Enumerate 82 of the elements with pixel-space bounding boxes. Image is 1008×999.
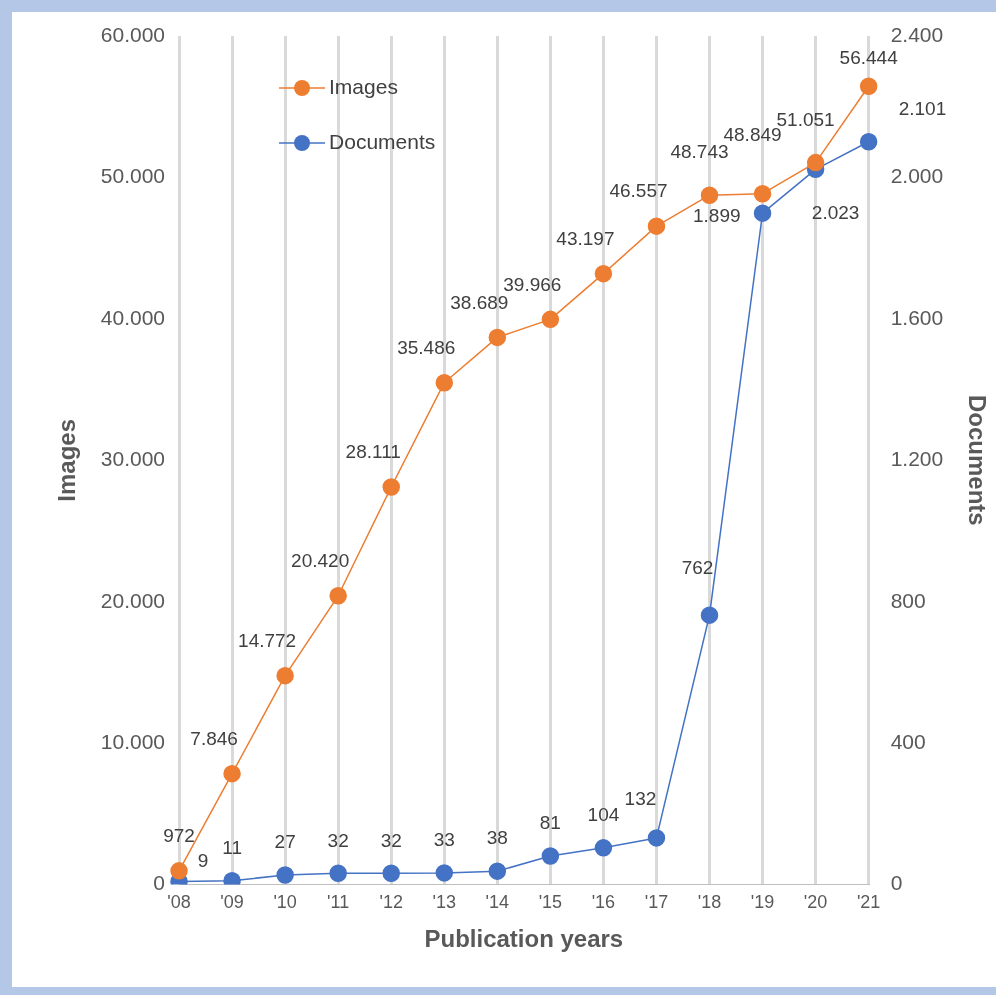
data-label: 2.023 xyxy=(811,201,860,223)
point xyxy=(276,866,294,884)
x-tick-label: '21 xyxy=(856,892,881,913)
point xyxy=(700,606,719,624)
point xyxy=(859,132,878,151)
y-tick-label: 60.000 xyxy=(100,22,166,46)
x-tick-label: '11 xyxy=(327,892,350,913)
data-label: 104 xyxy=(587,804,620,826)
x-tick-label: '18 xyxy=(697,892,722,913)
point xyxy=(594,264,613,283)
data-label: 7.846 xyxy=(190,727,238,749)
y2-tick-label: 800 xyxy=(890,588,926,612)
point xyxy=(170,862,188,880)
data-label: 11 xyxy=(222,836,242,858)
data-label: 20.420 xyxy=(291,550,350,572)
point xyxy=(488,328,507,347)
point xyxy=(541,310,560,329)
point xyxy=(753,184,772,203)
data-label: 48.743 xyxy=(670,141,729,163)
x-tick-label: '20 xyxy=(803,892,828,913)
y-tick-label: 50.000 xyxy=(100,164,166,188)
data-label: 2.101 xyxy=(898,97,947,119)
x-tick-label: '17 xyxy=(644,892,669,913)
y2-tick-label: 1.200 xyxy=(890,447,944,471)
y2-tick-label: 1.600 xyxy=(890,305,944,329)
x-tick-label: '13 xyxy=(432,892,456,913)
data-label: 972 xyxy=(163,825,195,847)
point xyxy=(329,587,347,605)
y2-tick-label: 0 xyxy=(890,871,903,895)
y-tick-label: 10.000 xyxy=(100,729,166,753)
point xyxy=(435,373,454,392)
point xyxy=(435,864,454,882)
data-label: 81 xyxy=(539,812,561,834)
y2-tick-label: 400 xyxy=(890,729,926,753)
x-axis-title: Publication years xyxy=(424,925,624,953)
point xyxy=(647,217,666,235)
x-tick-label: '15 xyxy=(538,892,563,913)
x-tick-label: '09 xyxy=(220,892,244,913)
point xyxy=(382,864,400,883)
y2-tick-label: 2.000 xyxy=(890,164,944,188)
point xyxy=(223,764,241,783)
x-tick-label: '19 xyxy=(750,892,775,913)
point xyxy=(329,864,347,883)
point xyxy=(276,666,294,685)
y2-axis-title: Documents xyxy=(963,394,991,526)
y2-tick-label: 2.400 xyxy=(890,22,944,46)
point xyxy=(541,847,560,865)
legend-label: Documents xyxy=(329,129,436,153)
y-tick-label: 20.000 xyxy=(100,588,166,612)
data-label: 56.444 xyxy=(839,46,899,68)
y-tick-label: 30.000 xyxy=(100,447,166,471)
data-label: 46.557 xyxy=(609,180,668,202)
point xyxy=(488,862,507,880)
y-tick-label: 40.000 xyxy=(100,305,166,329)
point xyxy=(806,153,825,172)
x-tick-label: '08 xyxy=(167,892,191,913)
point xyxy=(382,478,400,496)
point xyxy=(859,77,878,96)
x-tick-label: '12 xyxy=(379,892,403,913)
x-tick-label: '10 xyxy=(273,892,297,913)
point xyxy=(647,829,666,847)
point xyxy=(594,839,613,857)
data-label: 35.486 xyxy=(397,336,456,358)
data-label: 33 xyxy=(433,829,455,851)
point xyxy=(700,186,719,204)
data-label: 9 xyxy=(197,849,209,871)
data-label: 28.111 xyxy=(345,441,401,463)
data-label: 132 xyxy=(624,788,657,810)
y-tick-label: 0 xyxy=(153,871,166,895)
legend-label: Images xyxy=(329,74,398,98)
data-label: 1.899 xyxy=(693,205,741,227)
data-label: 27 xyxy=(274,831,296,853)
data-label: 762 xyxy=(681,557,714,579)
x-tick-label: '16 xyxy=(591,892,616,913)
data-label: 43.197 xyxy=(556,227,615,249)
data-label: 32 xyxy=(327,829,349,851)
x-tick-label: '14 xyxy=(485,892,510,913)
data-label: 32 xyxy=(380,829,402,851)
data-label: 38 xyxy=(486,827,508,849)
data-label: 14.772 xyxy=(238,629,297,651)
y-axis-title: Images xyxy=(53,418,81,502)
point xyxy=(753,204,772,222)
